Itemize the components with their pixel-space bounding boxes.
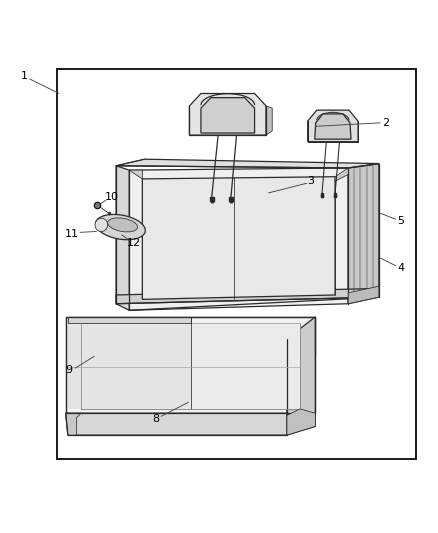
Ellipse shape: [95, 219, 108, 231]
Polygon shape: [307, 110, 358, 142]
Polygon shape: [116, 159, 379, 168]
Polygon shape: [66, 317, 315, 413]
Polygon shape: [129, 170, 142, 179]
Bar: [57, 69, 416, 459]
Polygon shape: [81, 324, 300, 409]
Text: 9: 9: [66, 365, 73, 375]
Polygon shape: [287, 317, 315, 435]
Text: 3: 3: [307, 176, 314, 186]
Text: 8: 8: [152, 414, 159, 424]
Polygon shape: [348, 164, 379, 304]
Ellipse shape: [108, 218, 138, 232]
Polygon shape: [66, 413, 315, 435]
Polygon shape: [68, 324, 191, 409]
Text: 12: 12: [127, 238, 141, 248]
Polygon shape: [129, 168, 348, 310]
Text: 1: 1: [21, 71, 28, 81]
Text: 2: 2: [382, 118, 389, 128]
Polygon shape: [68, 317, 315, 356]
Polygon shape: [66, 413, 81, 435]
Polygon shape: [201, 98, 254, 133]
Polygon shape: [266, 106, 272, 135]
Polygon shape: [287, 409, 315, 435]
Text: 5: 5: [397, 215, 404, 225]
Text: 4: 4: [397, 263, 404, 273]
Text: 11: 11: [64, 229, 78, 239]
Text: 10: 10: [105, 192, 119, 203]
Polygon shape: [335, 168, 348, 181]
Polygon shape: [189, 93, 266, 135]
Polygon shape: [68, 317, 191, 324]
Polygon shape: [116, 166, 129, 310]
Polygon shape: [315, 114, 351, 139]
Polygon shape: [116, 288, 379, 304]
Polygon shape: [348, 286, 379, 304]
Ellipse shape: [95, 214, 145, 240]
Polygon shape: [142, 177, 335, 300]
